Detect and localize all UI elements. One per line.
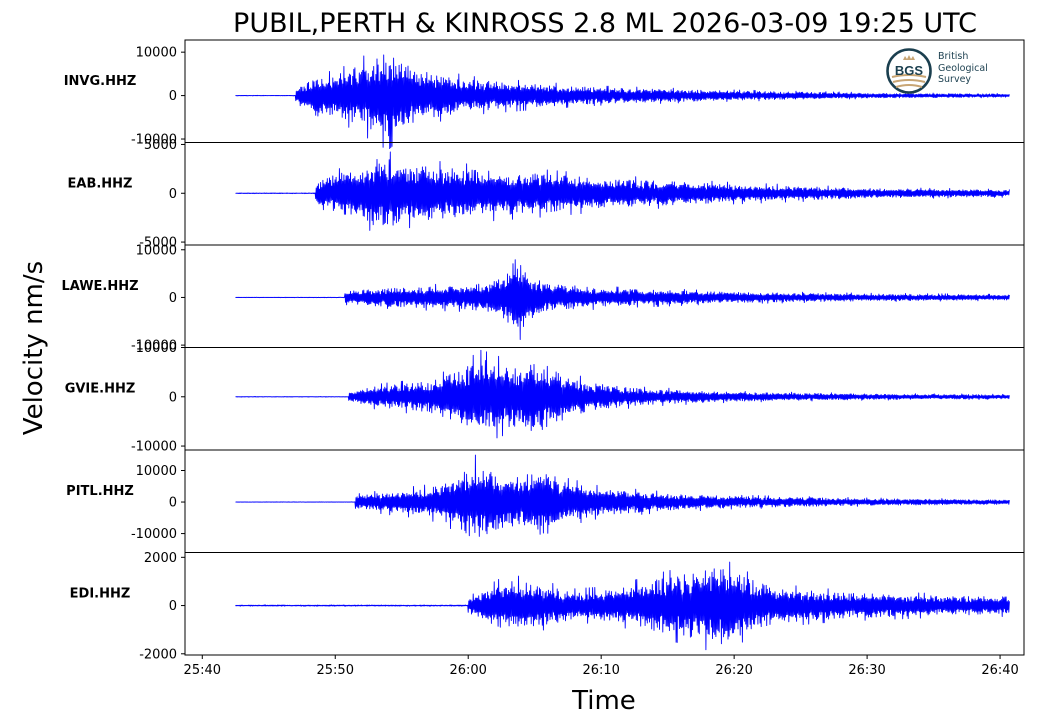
x-tick-label: 26:30 xyxy=(848,663,885,678)
waveform-trace xyxy=(235,561,1010,651)
x-axis-label: Time xyxy=(571,686,636,716)
y-tick-label: 10000 xyxy=(136,341,177,356)
station-label: LAWE.HHZ xyxy=(61,279,138,294)
y-tick-label: -10000 xyxy=(131,339,177,354)
station-label: INVG.HHZ xyxy=(64,74,137,89)
x-tick-label: 26:10 xyxy=(582,663,619,678)
y-tick-label: 0 xyxy=(169,496,177,511)
station-label: PITL.HHZ xyxy=(66,484,134,499)
panel-frame xyxy=(184,552,1025,656)
y-tick-label: 0 xyxy=(169,89,177,104)
panel-edi-hhz: 2000 0 -2000 EDI.HHZ xyxy=(70,551,1025,662)
waveform-trace xyxy=(235,54,1010,150)
x-axis: 25:40 25:50 26:00 26:10 26:20 26:30 26:40 xyxy=(184,655,1019,678)
waveform-trace xyxy=(235,349,1010,439)
y-tick-label: -10000 xyxy=(131,133,177,148)
x-tick-label: 25:40 xyxy=(184,663,221,678)
waveform-trace xyxy=(235,454,1010,537)
bgs-logo-line-1: British xyxy=(938,51,969,62)
bgs-logo-emblem: BGS xyxy=(886,48,932,94)
y-tick-label: 0 xyxy=(169,187,177,202)
y-axis-label: Velocity nm/s xyxy=(19,261,49,435)
x-tick-label: 25:50 xyxy=(317,663,354,678)
panel-pitl-hhz: 10000 0 -10000 PITL.HHZ xyxy=(66,449,1025,553)
y-tick-label: 0 xyxy=(169,291,177,306)
y-tick-label: -10000 xyxy=(131,527,177,542)
y-tick-label: 10000 xyxy=(136,243,177,258)
station-label: EAB.HHZ xyxy=(68,177,133,192)
y-tick-label: 0 xyxy=(169,390,177,405)
bgs-logo-line-2: Geological xyxy=(938,62,988,74)
station-label: EDI.HHZ xyxy=(70,587,131,602)
bgs-logo: BGS xyxy=(884,47,1004,95)
panel-eab-hhz: 5000 0 -5000 EAB.HHZ xyxy=(68,138,1025,251)
panel-lawe-hhz: 10000 0 -10000 LAWE.HHZ xyxy=(61,243,1025,354)
y-tick-label: -2000 xyxy=(139,647,177,662)
panel-invg-hhz: 10000 0 -10000 INVG.HHZ xyxy=(64,39,1025,150)
y-tick-label: 10000 xyxy=(136,46,177,61)
bgs-logo-line-3: Survey xyxy=(938,74,972,85)
y-tick-label: 2000 xyxy=(144,551,177,566)
y-tick-label: -5000 xyxy=(139,236,177,251)
bgs-logo-text: British Geological Survey xyxy=(938,51,988,86)
y-tick-label: -10000 xyxy=(131,440,177,455)
panel-gvie-hhz: 10000 0 -10000 GVIE.HHZ xyxy=(65,341,1025,455)
chart-title: PUBIL,PERTH & KINROSS 2.8 ML 2026-03-09 … xyxy=(233,8,977,39)
waveform-trace xyxy=(235,259,1010,340)
x-tick-label: 26:00 xyxy=(449,663,486,678)
x-tick-label: 26:20 xyxy=(715,663,752,678)
y-tick-label: 0 xyxy=(169,599,177,614)
y-tick-label: 5000 xyxy=(144,138,177,153)
x-tick-label: 26:40 xyxy=(981,663,1018,678)
waveform-trace xyxy=(235,151,1010,231)
panels-group: 10000 0 -10000 INVG.HHZ 5000 0 -5000 EAB.HHZ 100… xyxy=(61,39,1025,662)
bgs-logo-abbrev: BGS xyxy=(895,63,924,78)
y-tick-label: 10000 xyxy=(136,464,177,479)
station-label: GVIE.HHZ xyxy=(65,382,136,397)
